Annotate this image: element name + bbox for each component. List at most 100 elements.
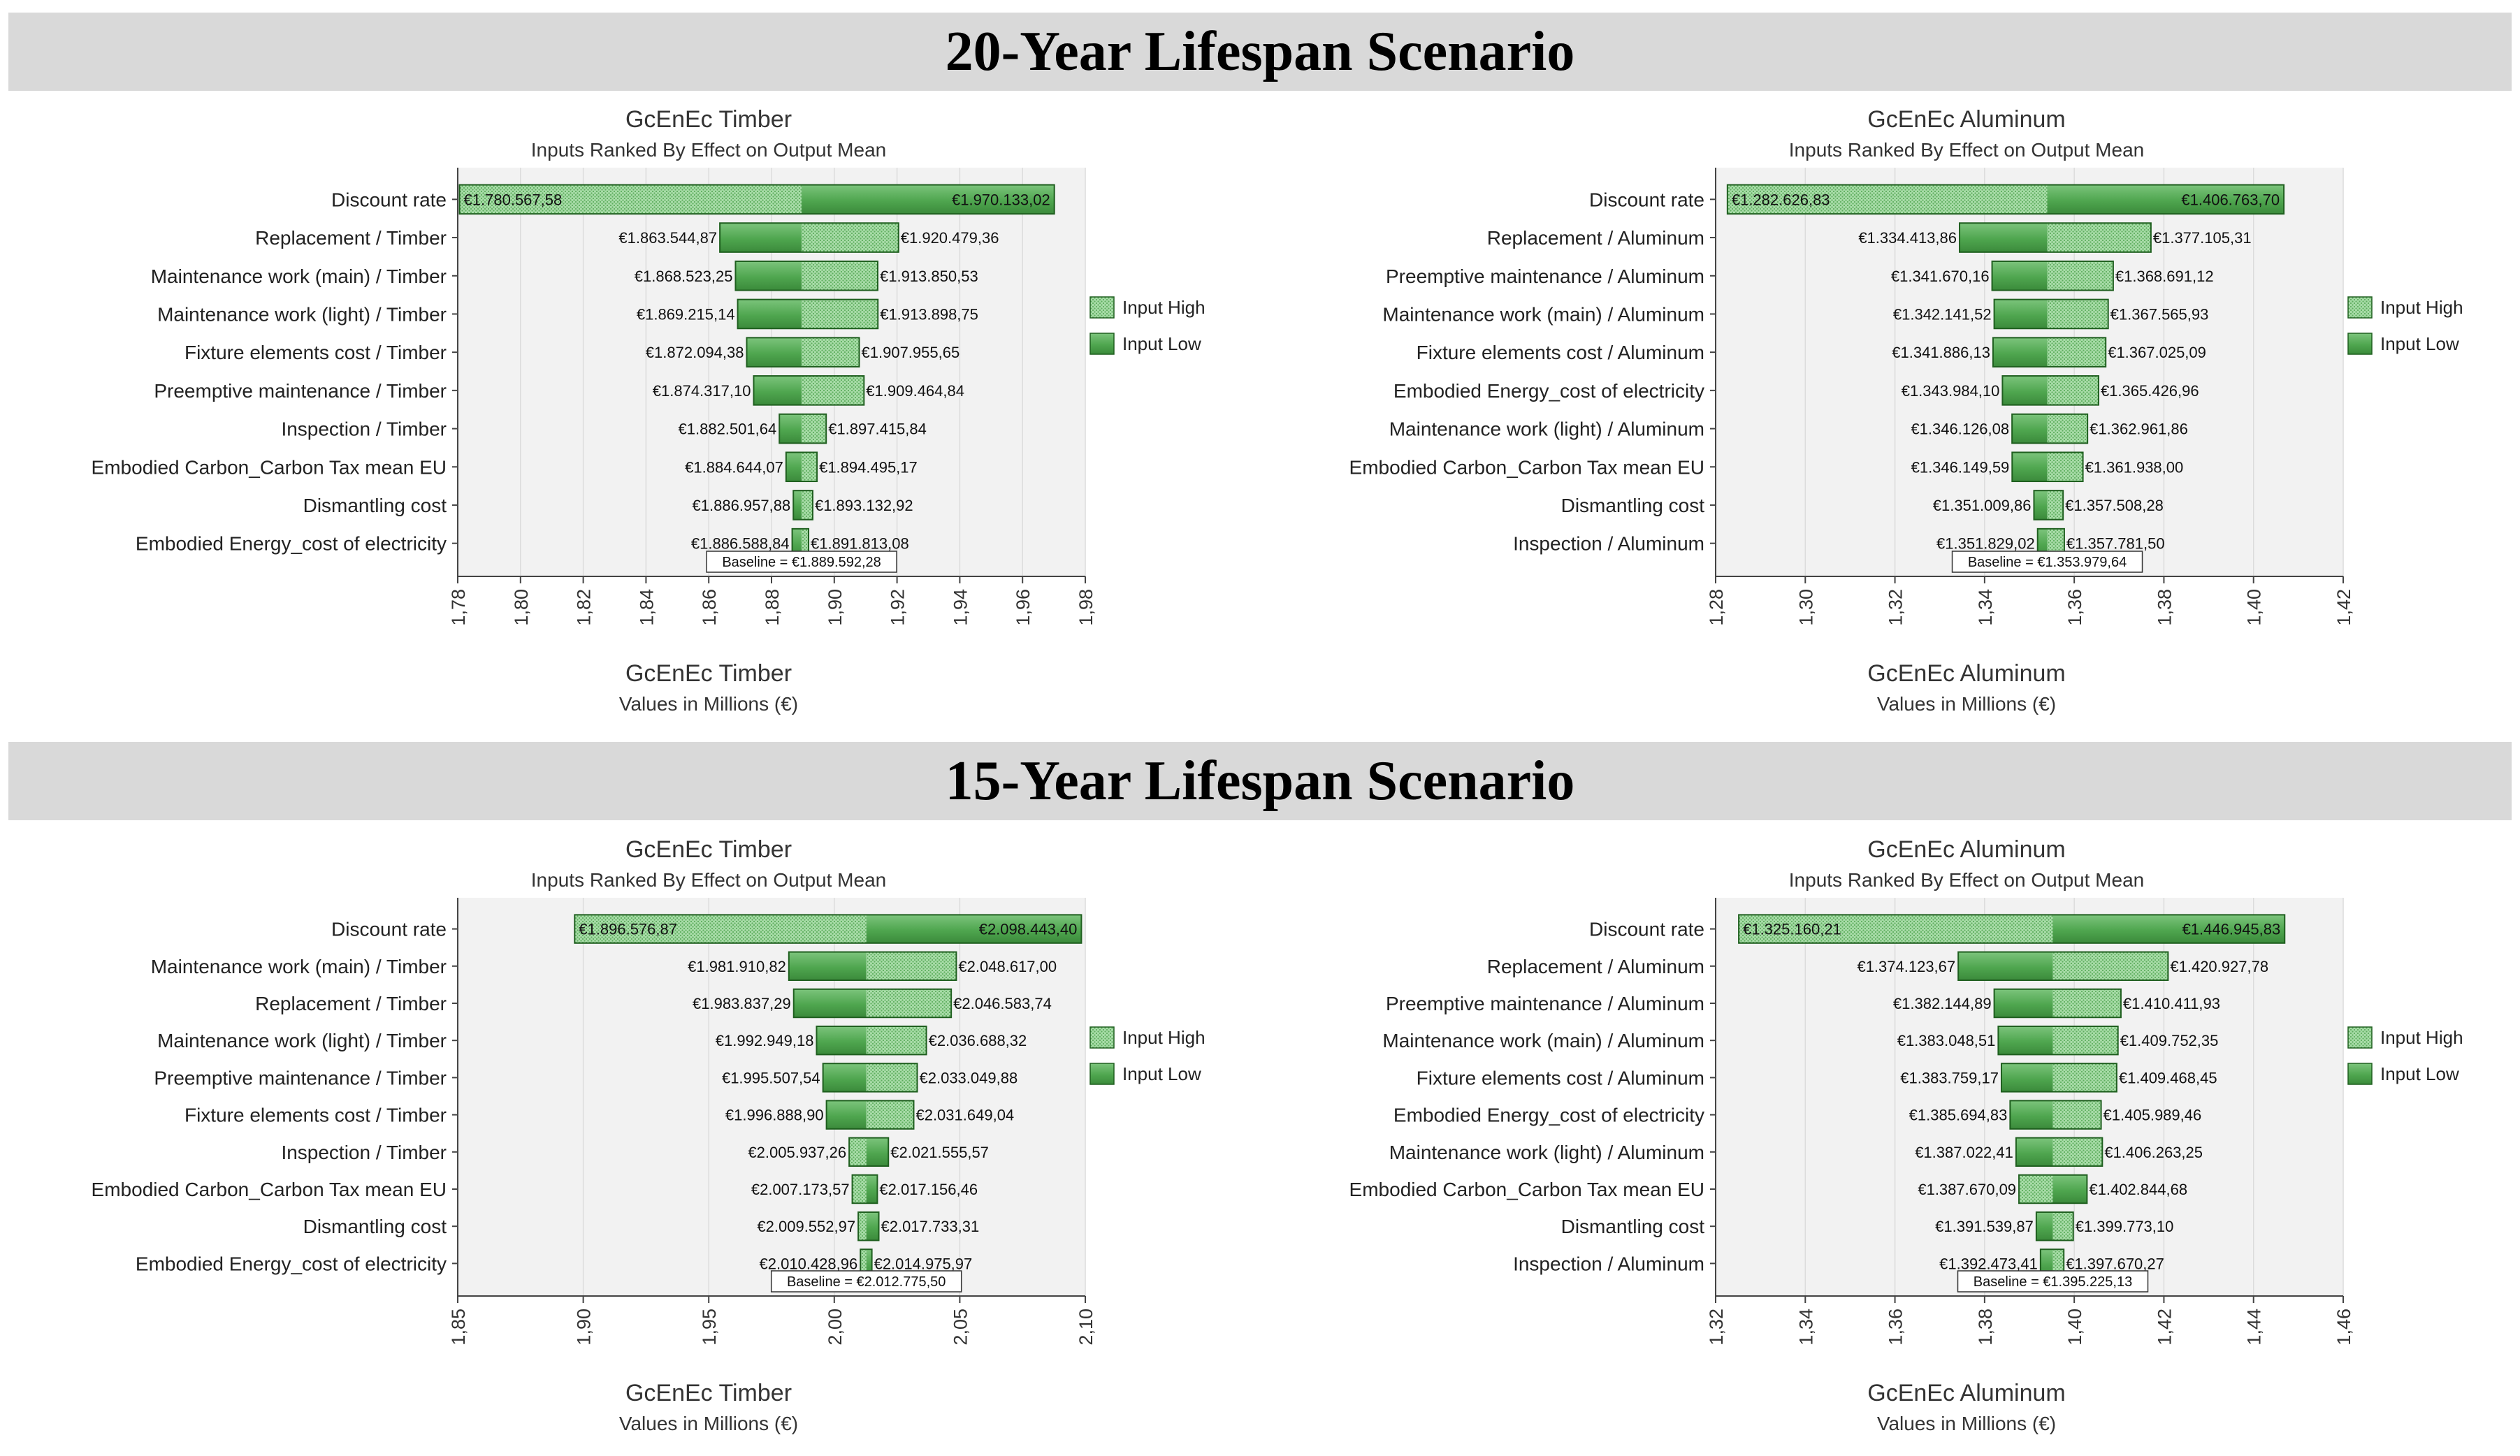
- category-label: Embodied Energy_cost of electricity: [136, 1253, 447, 1274]
- value-label-high: €1.920.479,36: [901, 229, 999, 247]
- bar-segment-high: [2047, 261, 2113, 291]
- x-tick-label: 1,38: [1975, 1309, 1996, 1346]
- value-label-low: €2.009.552,97: [757, 1218, 855, 1235]
- value-label-high: €2.098.443,40: [979, 921, 1078, 938]
- bar-segment-high: [2052, 1063, 2117, 1092]
- value-label-high: €1.894.495,17: [819, 458, 918, 476]
- bar-segment-low: [720, 223, 802, 252]
- bar-segment-high: [2052, 915, 2285, 943]
- value-label-low: €1.863.544,87: [618, 229, 717, 247]
- tornado-chart-timber-20y: GcEnEc Timber Inputs Ranked By Effect on …: [92, 106, 1205, 715]
- chart-subtitle: Inputs Ranked By Effect on Output Mean: [531, 139, 886, 161]
- value-label-low: €1.896.576,87: [579, 921, 677, 938]
- value-label-low: €1.996.888,90: [725, 1107, 824, 1124]
- category-label: Dismantling cost: [1561, 1216, 1705, 1237]
- value-label-high: €1.913.898,75: [880, 305, 978, 323]
- x-tick-label: 1,86: [699, 589, 720, 626]
- category-label: Embodied Energy_cost of electricity: [136, 533, 447, 555]
- category-label: Maintenance work (light) / Aluminum: [1389, 1142, 1704, 1163]
- bar-outline: [2000, 1063, 2117, 1093]
- bar-outline: [1957, 951, 2169, 982]
- bar-outline: [816, 1025, 927, 1056]
- bar-segment-low: [785, 452, 802, 482]
- bar-segment-high: [2052, 1026, 2118, 1055]
- x-tick-label: 1,82: [574, 589, 595, 626]
- bar-segment-low: [779, 414, 802, 444]
- bar-segment-high: [866, 1063, 918, 1092]
- value-label-high: €1.409.752,35: [2120, 1032, 2219, 1049]
- category-label: Inspection / Timber: [281, 1142, 447, 1163]
- value-label-high: €1.367.025,09: [2108, 344, 2206, 361]
- baseline-label: Baseline = €2.012.775,50: [787, 1274, 946, 1290]
- legend-swatch-high: [2347, 1026, 2373, 1049]
- bar-segment-low: [2002, 376, 2048, 405]
- category-label: Replacement / Aluminum: [1487, 956, 1704, 977]
- bar-segment-high: [2047, 452, 2083, 482]
- bar-segment-low: [1994, 299, 2048, 329]
- legend-label-high: Input High: [1122, 297, 1205, 318]
- bar-outline: [2018, 1174, 2088, 1204]
- category-label: Inspection / Timber: [281, 418, 447, 440]
- bar-segment-high: [802, 376, 864, 405]
- legend-swatch-low: [2347, 333, 2373, 355]
- bar-segment-high: [866, 915, 1082, 943]
- value-label-low: €1.882.501,64: [679, 421, 777, 438]
- bar-segment-low: [574, 915, 867, 943]
- bar-segment-low: [1958, 952, 2053, 981]
- category-label: Preemptive maintenance / Timber: [154, 380, 447, 402]
- category-label: Dismantling cost: [303, 495, 447, 516]
- bar-segment-low: [826, 1100, 867, 1129]
- value-label-low: €1.382.144,89: [1893, 995, 1992, 1012]
- bar-segment-high: [802, 414, 827, 444]
- x-tick-label: 1,36: [2064, 589, 2085, 626]
- chart-subtitle: Inputs Ranked By Effect on Output Mean: [1789, 139, 2144, 161]
- value-label-high: €2.021.555,57: [890, 1144, 989, 1161]
- tornado-chart-aluminum-15y: GcEnEc Aluminum Inputs Ranked By Effect o…: [1349, 836, 2463, 1434]
- bar-segment-high: [866, 1174, 878, 1204]
- bar-outline: [792, 490, 813, 520]
- x-tick-label: 1,44: [2244, 1309, 2265, 1346]
- bar-outline: [1726, 184, 2285, 215]
- baseline-label: Baseline = €1.353.979,64: [1968, 555, 2127, 570]
- bar-segment-high: [866, 1137, 889, 1167]
- chart-title: GcEnEc Timber: [625, 836, 792, 863]
- bar-outline: [851, 1174, 878, 1204]
- category-label: Maintenance work (main) / Timber: [151, 265, 447, 287]
- legend-label-high: Input High: [2380, 297, 2463, 318]
- bar-segment-high: [802, 528, 809, 558]
- x-tick-label: 1,42: [2333, 589, 2354, 626]
- x-axis-title: GcEnEc Aluminum: [1867, 1380, 2065, 1406]
- category-label: Dismantling cost: [1561, 495, 1705, 516]
- category-label: Fixture elements cost / Timber: [184, 1105, 447, 1126]
- section-title: 15-Year Lifespan Scenario: [945, 750, 1575, 812]
- bar-segment-high: [802, 184, 1055, 214]
- value-label-high: €1.406.763,70: [2181, 191, 2280, 208]
- chart-subtitle: Inputs Ranked By Effect on Output Mean: [1789, 869, 2144, 891]
- bar-segment-low: [860, 1249, 867, 1278]
- x-tick-label: 1,94: [950, 589, 971, 626]
- value-label-low: €1.872.094,38: [646, 344, 744, 361]
- category-label: Embodied Carbon_Carbon Tax mean EU: [92, 456, 447, 478]
- x-tick-label: 1,34: [1975, 589, 1996, 626]
- x-tick-label: 1,90: [825, 589, 846, 626]
- category-label: Maintenance work (main) / Timber: [151, 956, 447, 977]
- value-label-high: €1.397.670,27: [2066, 1255, 2164, 1272]
- bar-segment-low: [793, 490, 802, 520]
- value-label-high: €1.970.133,02: [952, 191, 1050, 208]
- legend-label-low: Input Low: [2380, 333, 2459, 354]
- bar-outline: [1993, 298, 2109, 330]
- category-label: Replacement / Timber: [255, 993, 447, 1014]
- bar-segment-low: [858, 1211, 867, 1241]
- x-tick-label: 2,00: [825, 1309, 846, 1346]
- value-label-high: €1.402.844,68: [2089, 1181, 2187, 1198]
- category-label: Discount rate: [331, 189, 447, 210]
- baseline-box: [706, 551, 897, 573]
- bar-outline: [2035, 1211, 2074, 1242]
- value-label-low: €1.886.957,88: [693, 497, 791, 514]
- value-label-high: €1.365.426,96: [2101, 382, 2199, 400]
- value-label-low: €1.387.670,09: [1918, 1181, 2016, 1198]
- bar-outline: [848, 1137, 890, 1167]
- bar-segment-low: [2015, 1137, 2053, 1167]
- section-banner-15-year: 15-Year Lifespan Scenario: [8, 742, 2512, 820]
- legend-label-high: Input High: [1122, 1027, 1205, 1048]
